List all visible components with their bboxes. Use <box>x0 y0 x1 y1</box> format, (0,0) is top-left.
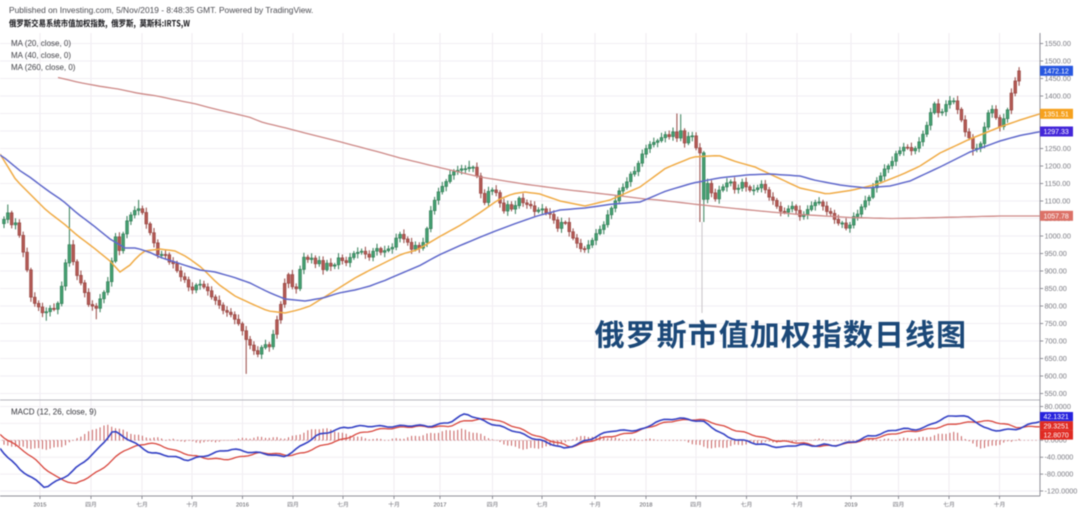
svg-text:-40.0000: -40.0000 <box>1045 453 1074 462</box>
svg-text:1200.00: 1200.00 <box>1045 161 1071 170</box>
svg-text:-80.0000: -80.0000 <box>1045 470 1074 479</box>
svg-text:900.00: 900.00 <box>1045 266 1067 275</box>
svg-text:2018: 2018 <box>640 503 653 509</box>
svg-text:1351.51: 1351.51 <box>1044 111 1069 118</box>
svg-text:1100.00: 1100.00 <box>1045 196 1071 205</box>
svg-text:1472.12: 1472.12 <box>1044 68 1069 75</box>
svg-text:950.00: 950.00 <box>1045 249 1067 258</box>
svg-text:650.00: 650.00 <box>1045 354 1067 363</box>
svg-text:1400.00: 1400.00 <box>1045 91 1071 100</box>
svg-text:800.00: 800.00 <box>1045 301 1067 310</box>
svg-text:1000.00: 1000.00 <box>1045 231 1071 240</box>
svg-text:1250.00: 1250.00 <box>1045 144 1071 153</box>
svg-text:700.00: 700.00 <box>1045 336 1067 345</box>
svg-text:550.00: 550.00 <box>1045 389 1067 398</box>
svg-text:2016: 2016 <box>236 503 249 509</box>
svg-text:1150.00: 1150.00 <box>1045 179 1071 188</box>
svg-text:MA (40, close, 0): MA (40, close, 0) <box>11 51 71 60</box>
svg-text:42.1321: 42.1321 <box>1044 414 1069 421</box>
svg-text:1057.78: 1057.78 <box>1044 213 1069 220</box>
svg-text:-120.0000: -120.0000 <box>1045 486 1078 495</box>
svg-text:MA (260, close, 0): MA (260, close, 0) <box>11 63 76 72</box>
svg-text:0.0000: 0.0000 <box>1045 436 1067 445</box>
svg-text:600.00: 600.00 <box>1045 371 1067 380</box>
svg-text:2019: 2019 <box>845 503 858 509</box>
svg-text:29.3251: 29.3251 <box>1044 423 1069 430</box>
svg-text:12.8070: 12.8070 <box>1044 433 1069 440</box>
svg-text:1450.00: 1450.00 <box>1045 74 1071 83</box>
svg-text:80.0000: 80.0000 <box>1045 402 1071 411</box>
svg-text:1550.00: 1550.00 <box>1045 39 1071 48</box>
svg-text:MA (20, close, 0): MA (20, close, 0) <box>11 39 71 48</box>
svg-text:850.00: 850.00 <box>1045 284 1067 293</box>
svg-text:2015: 2015 <box>34 503 47 509</box>
svg-text:1297.33: 1297.33 <box>1044 129 1069 136</box>
svg-text:1500.00: 1500.00 <box>1045 56 1071 65</box>
svg-text:MACD (12, 26, close, 9): MACD (12, 26, close, 9) <box>11 408 97 417</box>
svg-text:Published on Investing.com, 5/: Published on Investing.com, 5/Nov/2019 -… <box>9 5 313 15</box>
svg-text:750.00: 750.00 <box>1045 319 1067 328</box>
svg-text:2017: 2017 <box>434 503 447 509</box>
